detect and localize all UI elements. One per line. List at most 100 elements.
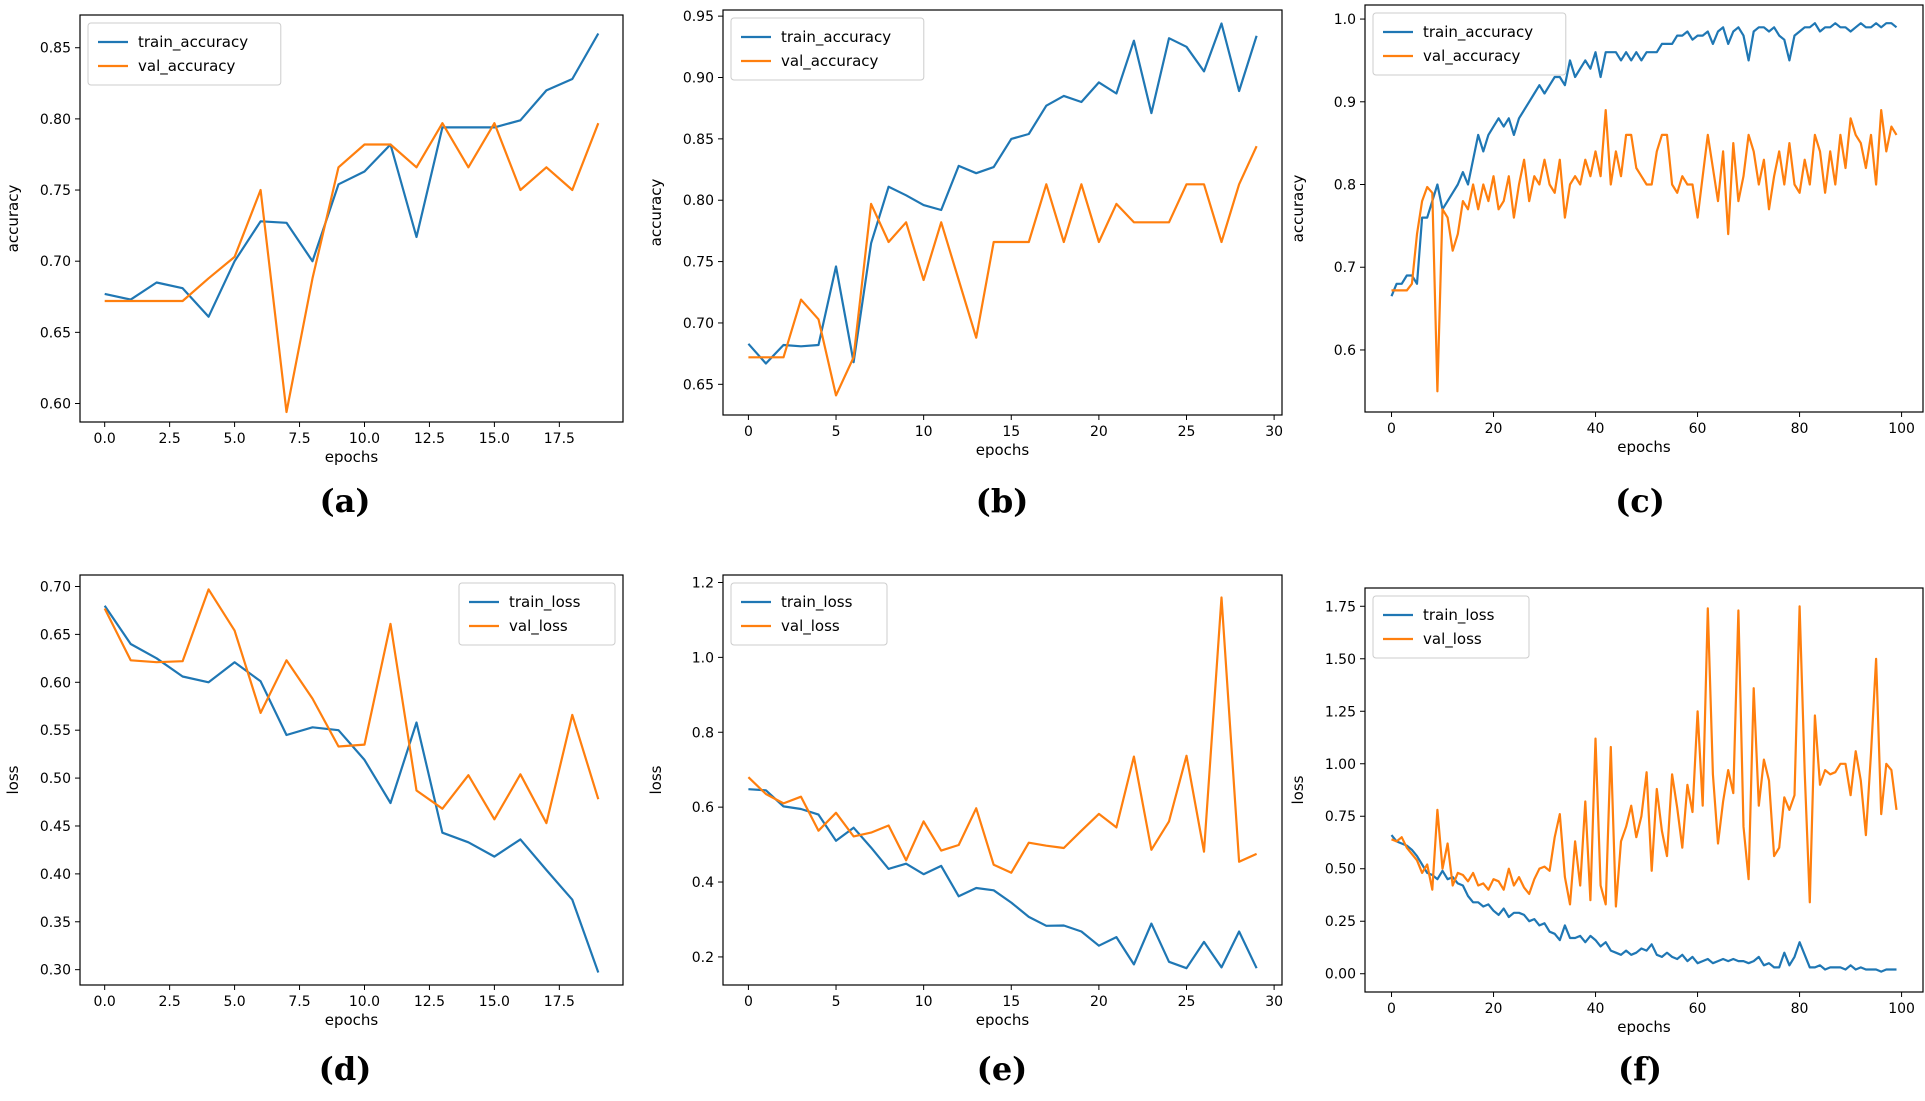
y-tick-label: 0.75 — [40, 183, 71, 199]
x-tick-label: 5 — [832, 994, 841, 1010]
y-tick-label: 1.25 — [1325, 704, 1356, 720]
legend-label: val_accuracy — [138, 57, 236, 76]
y-tick-label: 0.7 — [1334, 260, 1356, 276]
x-tick-label: 7.5 — [288, 994, 310, 1010]
y-tick-label: 0.30 — [40, 963, 71, 979]
series-line-val-loss — [1391, 605, 1898, 908]
y-tick-label: 0.65 — [40, 627, 71, 643]
y-tick-label: 0.70 — [40, 579, 71, 595]
plot-frame — [79, 14, 624, 423]
legend-box — [458, 582, 616, 646]
x-tick-label: 15 — [1002, 994, 1020, 1010]
legend-box — [730, 17, 925, 81]
y-tick-label: 0.4 — [692, 875, 714, 891]
legend-box — [730, 582, 888, 646]
y-tick-label: 0.65 — [40, 325, 71, 341]
x-tick-label: 20 — [1485, 1001, 1503, 1017]
y-axis-label: accuracy — [647, 179, 665, 247]
series-line-train-accuracy — [1390, 22, 1898, 297]
plot-frame — [722, 574, 1283, 986]
x-tick-label: 2.5 — [159, 994, 181, 1010]
y-tick-label: 1.0 — [692, 650, 714, 666]
x-tick-label: 10 — [915, 424, 933, 440]
x-axis-label: epochs — [1617, 1018, 1671, 1036]
y-tick-label: 0.50 — [1325, 862, 1356, 878]
series-line-val-loss — [747, 596, 1258, 874]
y-tick-label: 0.80 — [683, 193, 714, 209]
y-tick-label: 1.2 — [692, 575, 714, 591]
y-axis-label: loss — [1289, 775, 1307, 804]
x-tick-label: 12.5 — [414, 994, 445, 1010]
x-tick-label: 20 — [1090, 994, 1108, 1010]
x-tick-label: 15.0 — [479, 994, 510, 1010]
y-tick-label: 0.60 — [40, 675, 71, 691]
legend-box — [1372, 12, 1567, 76]
x-axis-label: epochs — [976, 441, 1030, 459]
x-tick-label: 40 — [1587, 1001, 1605, 1017]
chart-panel-f: 0 20 40 60 80 100 0.00 0.25 0.50 0.75 1.00 1.25 1.50… — [1289, 587, 1924, 1088]
panel-caption: (d) — [319, 1050, 372, 1088]
y-tick-label: 0.8 — [692, 725, 714, 741]
x-tick-label: 0 — [1387, 421, 1396, 437]
legend-label: val_loss — [509, 617, 568, 636]
y-axis-label: accuracy — [4, 185, 22, 253]
x-axis-label: epochs — [325, 1011, 379, 1029]
legend-label: train_accuracy — [138, 33, 248, 52]
x-tick-label: 60 — [1689, 421, 1707, 437]
chart-panel-d: 0.0 2.5 5.0 7.5 10.0 12.5 15.0 17.5 0.30 0.35 0.40… — [4, 574, 624, 1088]
x-tick-label: 100 — [1888, 421, 1915, 437]
x-tick-label: 7.5 — [288, 431, 310, 447]
y-tick-label: 0.40 — [40, 867, 71, 883]
chart-panel-e: 0 5 10 15 20 25 30 0.2 0.4 0.6 0.8 1.0 1.2 epochs loss… — [647, 574, 1283, 1088]
plot-frame — [722, 9, 1283, 416]
y-tick-label: 0.85 — [40, 41, 71, 57]
x-tick-label: 0 — [744, 994, 753, 1010]
y-tick-label: 0.75 — [683, 255, 714, 271]
panel-caption: (c) — [1615, 482, 1665, 520]
x-tick-label: 10 — [915, 994, 933, 1010]
x-tick-label: 80 — [1791, 1001, 1809, 1017]
x-tick-label: 12.5 — [414, 431, 445, 447]
legend: train_loss val_loss — [1372, 595, 1530, 659]
legend: train_accuracy val_accuracy — [87, 22, 282, 86]
x-tick-label: 30 — [1265, 994, 1283, 1010]
y-tick-label: 0.45 — [40, 819, 71, 835]
x-tick-label: 80 — [1791, 421, 1809, 437]
x-tick-label: 5.0 — [223, 994, 245, 1010]
x-tick-label: 40 — [1587, 421, 1605, 437]
series-line-val-accuracy — [1391, 108, 1898, 393]
y-tick-label: 1.50 — [1325, 652, 1356, 668]
y-axis-label: accuracy — [1289, 175, 1307, 243]
y-tick-label: 0.60 — [40, 397, 71, 413]
x-tick-label: 15 — [1002, 424, 1020, 440]
plot-frame — [1364, 4, 1924, 413]
x-tick-label: 0.0 — [94, 431, 116, 447]
y-tick-label: 0.75 — [1325, 809, 1356, 825]
y-tick-label: 0.00 — [1325, 967, 1356, 983]
series-line-val-loss — [103, 588, 600, 825]
y-tick-label: 0.85 — [683, 132, 714, 148]
legend: train_accuracy val_accuracy — [1372, 12, 1567, 76]
panel-caption: (b) — [976, 482, 1029, 520]
y-tick-label: 1.75 — [1325, 599, 1356, 615]
panel-caption: (a) — [319, 482, 370, 520]
x-axis-label: epochs — [325, 448, 379, 466]
x-tick-label: 25 — [1178, 994, 1196, 1010]
plot-frame — [1364, 587, 1924, 993]
y-tick-label: 1.0 — [1334, 12, 1356, 28]
y-tick-label: 0.2 — [692, 950, 714, 966]
x-tick-label: 100 — [1888, 1001, 1915, 1017]
x-tick-label: 20 — [1090, 424, 1108, 440]
x-tick-label: 17.5 — [544, 994, 575, 1010]
chart-panel-c: 0 20 40 60 80 100 0.6 0.7 0.8 0.9 1.0 epochs accurac… — [1289, 4, 1924, 520]
x-tick-label: 0.0 — [94, 994, 116, 1010]
series-line-train-loss — [1390, 834, 1897, 973]
x-tick-label: 2.5 — [159, 431, 181, 447]
legend: train_loss val_loss — [458, 582, 616, 646]
legend-label: train_loss — [509, 593, 581, 612]
y-tick-label: 0.6 — [692, 800, 714, 816]
y-tick-label: 0.95 — [683, 9, 714, 25]
y-tick-label: 0.55 — [40, 723, 71, 739]
y-tick-label: 0.70 — [683, 316, 714, 332]
x-axis-label: epochs — [976, 1011, 1030, 1029]
